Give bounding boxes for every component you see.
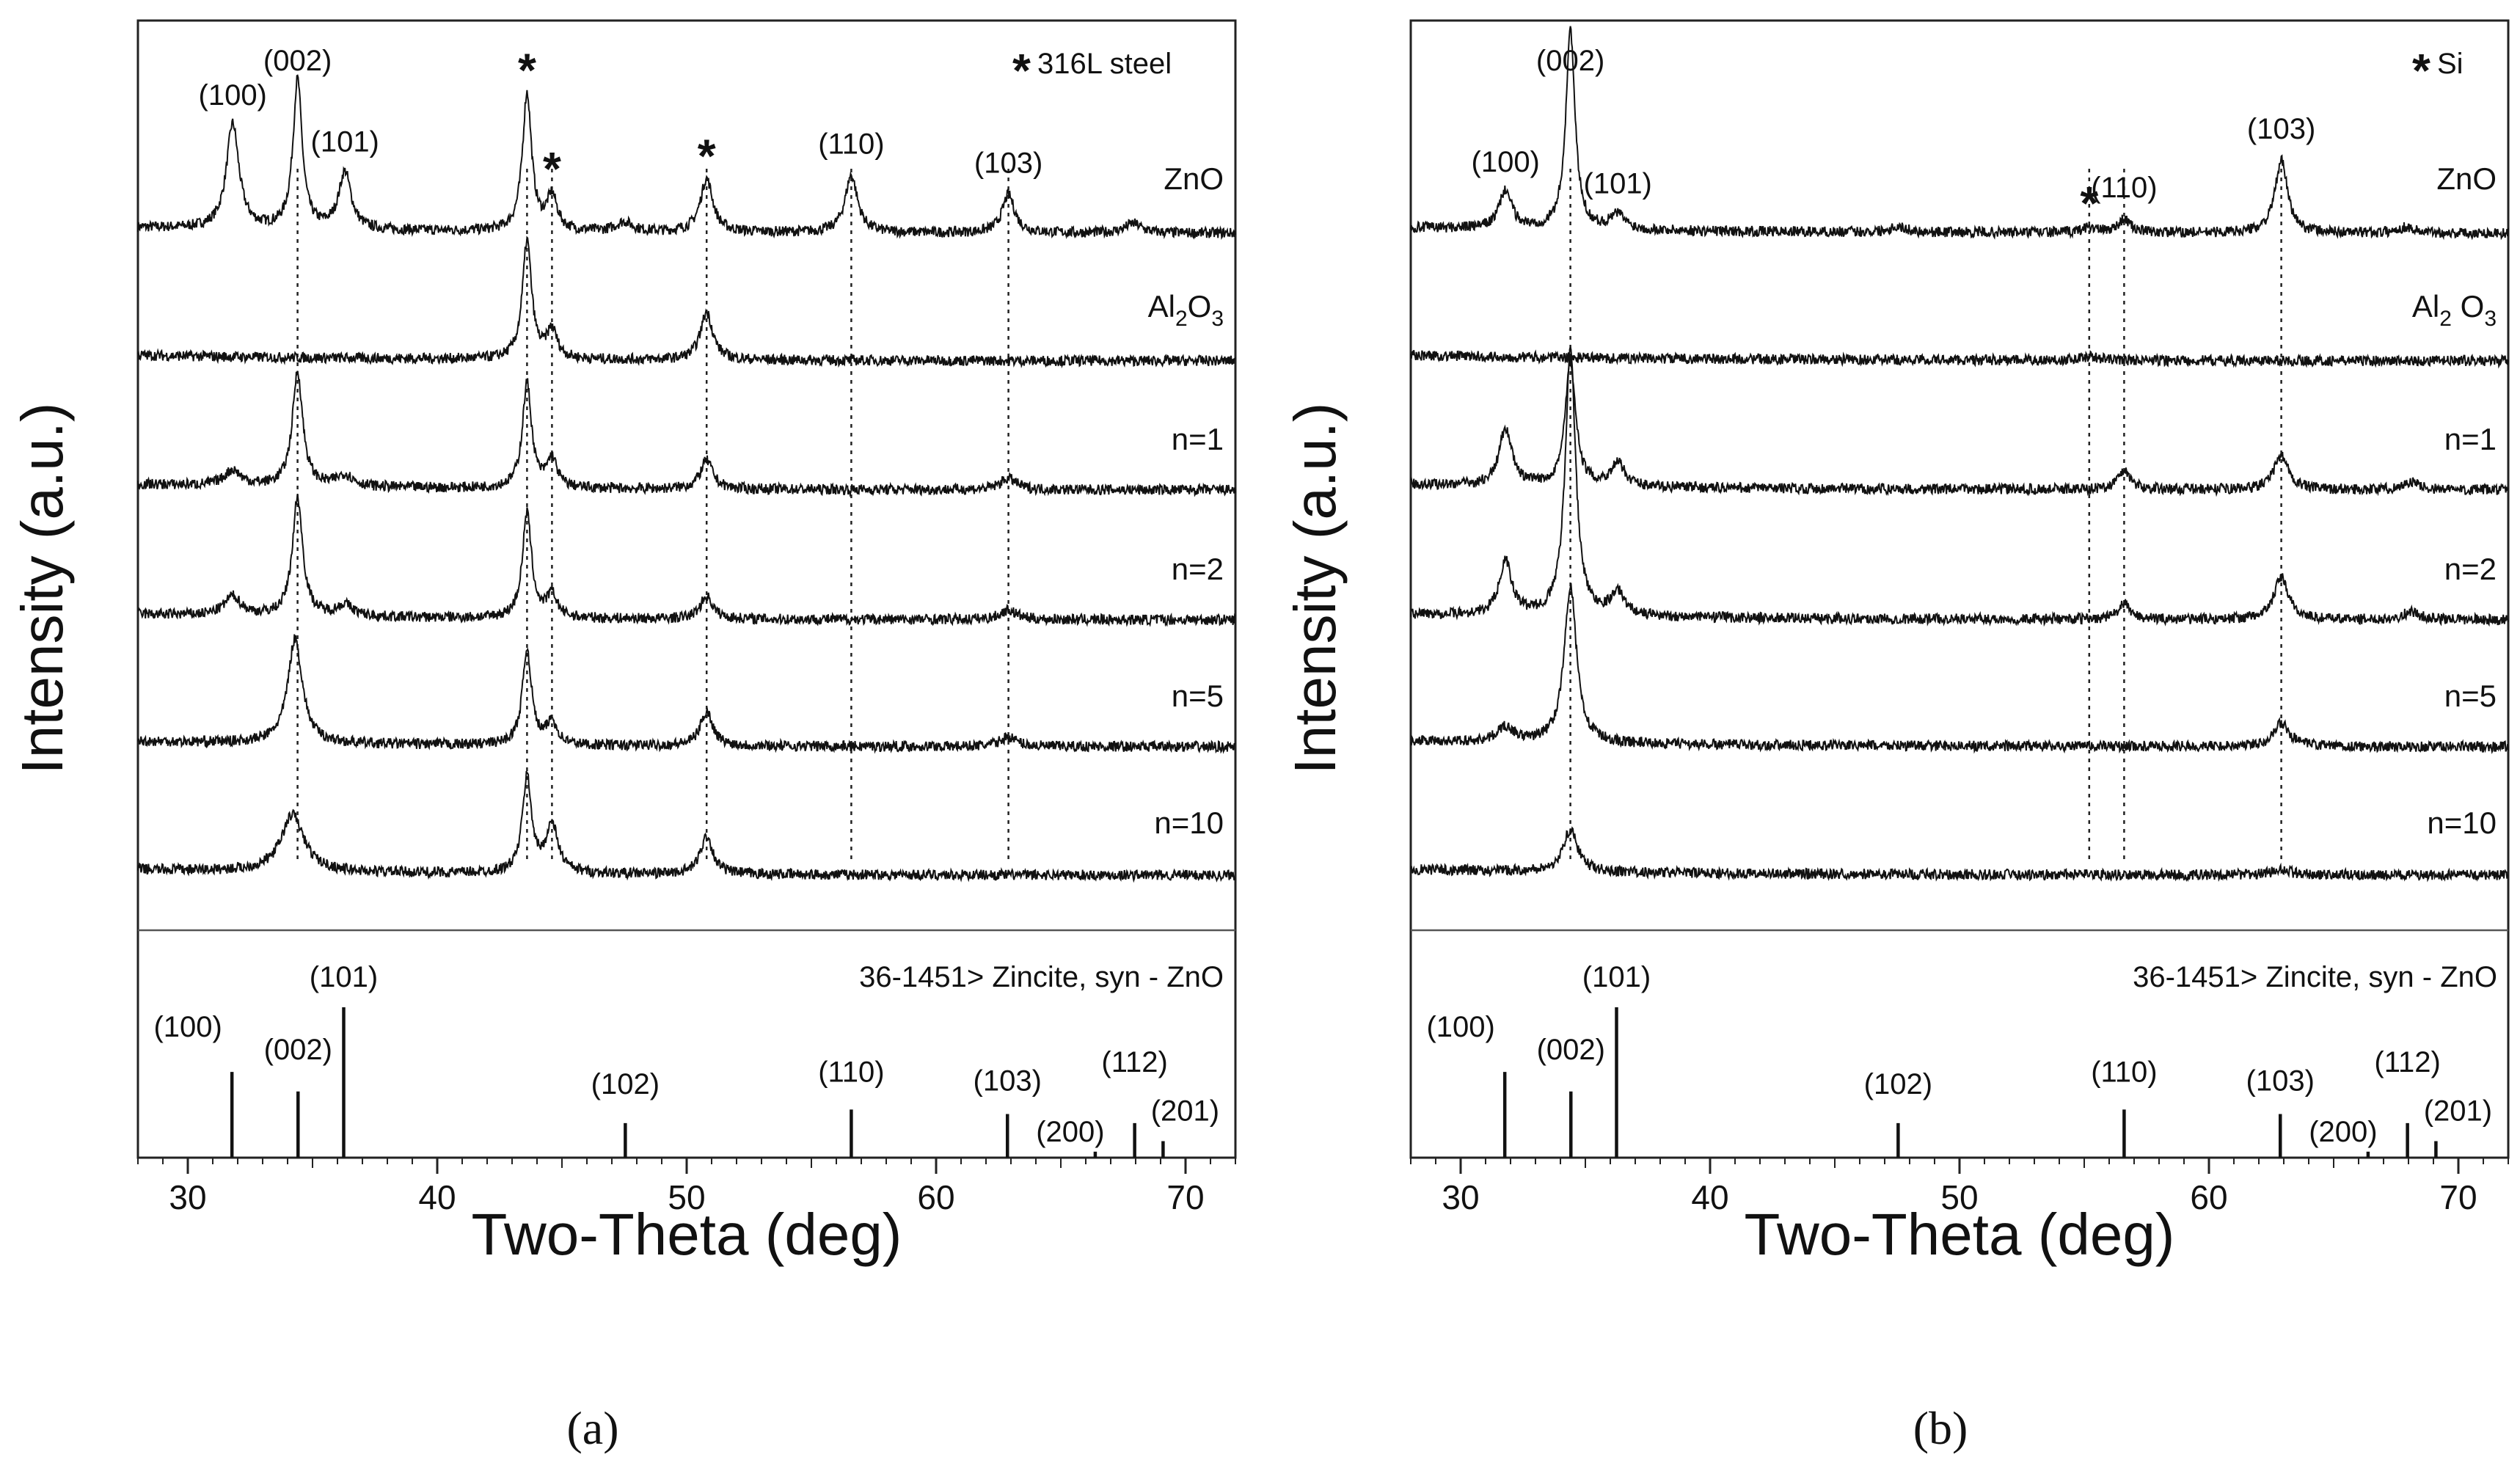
y-axis-title: Intensity (a.u.) (1282, 403, 1348, 775)
xrd-trace (137, 493, 1236, 627)
sample-label: n=5 (1172, 679, 1224, 713)
reference-label: (200) (2309, 1116, 2377, 1148)
sample-label: ZnO (2436, 161, 2497, 196)
x-axis-title: Two-Theta (deg) (1745, 1202, 2175, 1267)
peak-label: (101) (311, 125, 379, 158)
reference-title: 36-1451> Zincite, syn - ZnO (2133, 961, 2497, 993)
xrd-trace (137, 634, 1236, 754)
xrd-trace (1410, 344, 2509, 627)
legend-star: * (1012, 44, 1031, 97)
peak-label: (100) (1472, 146, 1540, 178)
sample-label: n=1 (2444, 422, 2497, 456)
peak-label: (110) (818, 128, 884, 161)
x-tick-label: 60 (2190, 1178, 2227, 1216)
sample-label: n=5 (2444, 679, 2497, 713)
reference-label: (200) (1036, 1116, 1104, 1148)
peak-label: (002) (1536, 45, 1604, 77)
xrd-trace (1410, 826, 2509, 883)
x-tick-label: 70 (1166, 1178, 1204, 1216)
sample-label: Al2 O3 (2412, 289, 2497, 331)
reference-label: (100) (153, 1011, 222, 1043)
substrate-peak-marker: * (518, 43, 536, 96)
xrd-trace (137, 74, 1236, 241)
peak-label: (110) (2091, 172, 2157, 204)
x-tick-label: 30 (169, 1178, 206, 1216)
xrd-trace (137, 770, 1236, 883)
reference-label: (201) (1151, 1095, 1219, 1127)
reference-label: (102) (1864, 1068, 1932, 1100)
peak-label: (002) (263, 45, 332, 77)
reference-label: (110) (818, 1056, 884, 1088)
reference-label: (102) (591, 1068, 660, 1100)
reference-label: (112) (1101, 1046, 1167, 1078)
xrd-trace (137, 370, 1236, 497)
reference-title: 36-1451> Zincite, syn - ZnO (859, 961, 1224, 993)
x-tick-label: 40 (418, 1178, 456, 1216)
x-tick-label: 70 (2439, 1178, 2477, 1216)
legend-substrate: Si (2437, 48, 2464, 80)
xrd-trace (1410, 349, 2509, 369)
reference-label: (112) (2374, 1046, 2440, 1078)
xrd-trace (1410, 26, 2509, 241)
x-tick-label: 50 (668, 1178, 705, 1216)
substrate-peak-marker: * (543, 142, 561, 195)
reference-label: (002) (1537, 1034, 1605, 1066)
xrd-trace (1410, 583, 2509, 754)
substrate-peak-marker: * (2080, 177, 2098, 230)
sample-label: Al2O3 (1148, 289, 1224, 331)
reference-label: (101) (310, 961, 378, 993)
reference-label: (002) (264, 1034, 332, 1066)
peak-label: (103) (2247, 113, 2315, 145)
reference-label: (101) (1582, 961, 1651, 993)
peak-label: (100) (199, 79, 267, 112)
peak-label: (101) (1584, 167, 1652, 200)
sample-label: n=10 (2427, 806, 2497, 840)
reference-label: (110) (2091, 1056, 2157, 1088)
x-tick-label: 60 (917, 1178, 954, 1216)
legend-star: * (2412, 44, 2430, 97)
reference-label: (201) (2424, 1095, 2492, 1127)
panel-a: Intensity (a.u.) Two-Theta (deg) * 316L … (10, 19, 1237, 1454)
legend-substrate: 316L steel (1037, 48, 1172, 80)
reference-label: (103) (2246, 1065, 2315, 1098)
substrate-peak-marker: * (698, 129, 716, 182)
x-tick-label: 30 (1442, 1178, 1479, 1216)
x-tick-label: 50 (1940, 1178, 1978, 1216)
sample-label: n=2 (1172, 552, 1224, 586)
x-axis-title: Two-Theta (deg) (472, 1202, 902, 1267)
reference-label: (103) (974, 1065, 1042, 1098)
sample-label: n=2 (2444, 552, 2497, 586)
sample-label: n=10 (1154, 806, 1224, 840)
panel-caption: (a) (566, 1402, 618, 1454)
y-axis-title: Intensity (a.u.) (10, 403, 75, 775)
panel-caption: (b) (1913, 1402, 1968, 1454)
xrd-trace (1410, 357, 2509, 497)
xrd-trace (137, 235, 1236, 369)
x-tick-label: 40 (1691, 1178, 1728, 1216)
sample-label: ZnO (1164, 161, 1224, 196)
sample-label: n=1 (1172, 422, 1224, 456)
reference-label: (100) (1426, 1011, 1494, 1043)
peak-label: (103) (974, 147, 1042, 180)
panel-b: Intensity (a.u.) Two-Theta (deg) * Si 36… (1282, 19, 2510, 1454)
